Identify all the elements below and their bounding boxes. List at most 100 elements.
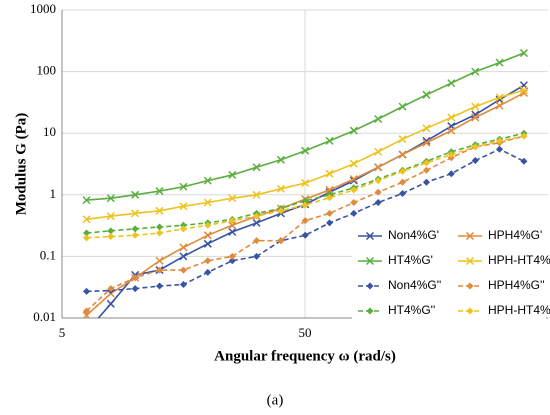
marker	[228, 227, 237, 236]
marker	[301, 197, 309, 205]
marker	[301, 146, 310, 155]
legend-label: Non4%G'	[388, 228, 439, 242]
legend	[352, 224, 546, 324]
marker	[447, 79, 456, 88]
marker	[496, 137, 504, 145]
y-axis-label: Modulus G (Pa)	[13, 113, 29, 216]
marker	[228, 170, 237, 179]
marker	[374, 114, 383, 124]
marker	[398, 135, 407, 144]
marker	[325, 169, 334, 178]
marker	[228, 217, 236, 225]
marker	[422, 138, 431, 147]
marker	[228, 252, 236, 260]
marker	[82, 196, 91, 205]
legend-marker	[466, 282, 474, 290]
marker	[131, 231, 139, 239]
marker	[277, 207, 285, 215]
marker	[422, 166, 430, 174]
marker	[156, 266, 164, 274]
marker	[326, 219, 334, 227]
marker	[350, 186, 358, 194]
marker	[228, 257, 236, 265]
marker	[447, 126, 456, 135]
marker	[325, 185, 334, 194]
marker	[106, 299, 115, 308]
legend-marker	[366, 282, 374, 290]
marker	[204, 257, 212, 265]
marker	[374, 198, 382, 206]
marker	[471, 67, 480, 76]
legend-marker	[465, 256, 475, 266]
marker	[422, 159, 430, 167]
marker	[520, 132, 528, 140]
marker	[203, 176, 212, 185]
marker	[399, 178, 407, 186]
marker	[252, 218, 261, 227]
marker	[325, 136, 334, 145]
marker	[179, 182, 188, 191]
marker	[156, 223, 164, 231]
y-tick-label: 0.1	[40, 247, 56, 262]
marker	[374, 177, 382, 185]
marker	[179, 202, 188, 211]
marker	[495, 58, 504, 67]
plot-area	[82, 49, 528, 318]
marker	[326, 194, 334, 202]
marker	[349, 175, 358, 184]
marker	[83, 287, 91, 295]
marker	[204, 268, 212, 276]
marker	[179, 243, 188, 252]
x-axis-label: Angular frequency ω (rad/s)	[214, 348, 396, 364]
marker	[228, 194, 237, 203]
marker	[471, 157, 479, 165]
marker	[519, 49, 528, 58]
marker	[228, 221, 237, 230]
marker	[131, 209, 140, 218]
marker	[131, 225, 139, 233]
legend-label: HPH-HT4%G''	[488, 303, 550, 317]
legend-marker	[365, 256, 375, 266]
x-tick-label: 5	[59, 325, 66, 340]
marker	[155, 187, 164, 196]
marker	[447, 151, 455, 159]
marker	[471, 113, 480, 122]
marker	[277, 237, 285, 245]
marker	[155, 256, 164, 265]
marker	[471, 143, 479, 151]
marker	[131, 285, 139, 293]
legend-label: HPH4%G''	[488, 278, 545, 292]
marker	[422, 124, 431, 133]
y-tick-label: 1	[50, 186, 57, 201]
marker	[203, 239, 212, 248]
marker	[82, 215, 91, 224]
marker	[519, 86, 528, 95]
marker	[252, 190, 261, 199]
marker	[252, 163, 261, 172]
legend-marker	[366, 307, 374, 315]
marker	[399, 167, 407, 175]
marker	[301, 179, 310, 188]
marker	[156, 229, 164, 237]
marker	[107, 285, 115, 293]
marker	[374, 147, 383, 156]
caption: (a)	[267, 392, 284, 408]
marker	[350, 198, 358, 206]
legend-label: HT4%G'	[388, 253, 433, 267]
marker	[447, 170, 455, 178]
marker	[374, 188, 382, 196]
marker	[179, 221, 187, 229]
marker	[179, 252, 188, 261]
x-tick-label: 50	[299, 325, 312, 340]
y-tick-label: 1000	[30, 1, 56, 16]
marker	[106, 212, 115, 221]
marker	[349, 126, 358, 135]
marker	[179, 225, 187, 233]
marker	[203, 198, 212, 207]
marker	[203, 231, 212, 240]
marker	[496, 145, 504, 153]
marker	[253, 237, 261, 245]
marker	[131, 190, 140, 199]
marker	[399, 189, 407, 197]
